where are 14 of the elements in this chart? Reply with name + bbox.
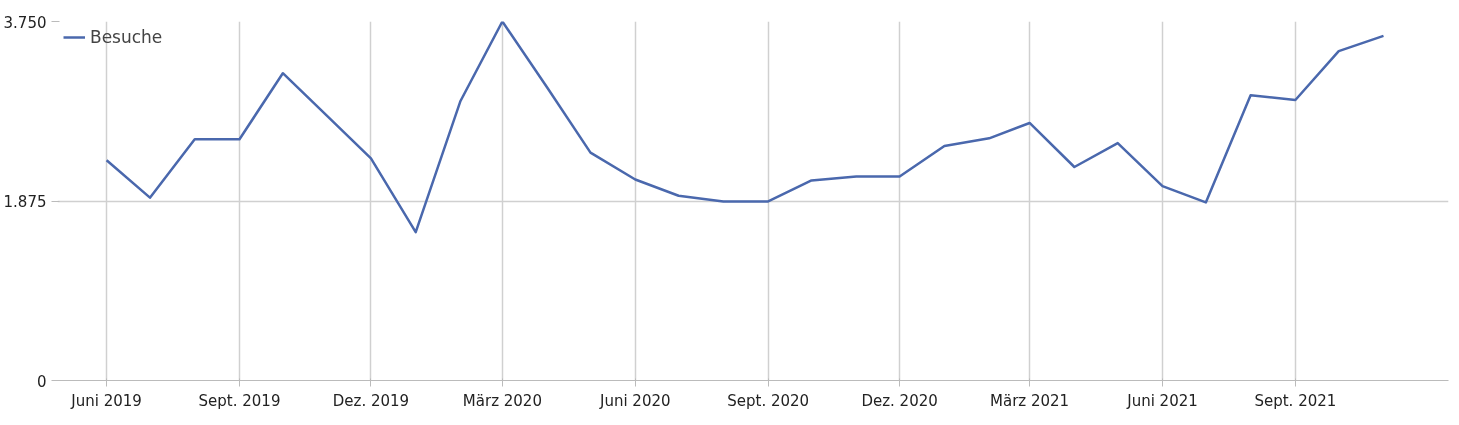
x-tick-label: Dez. 2020 bbox=[861, 391, 938, 410]
x-tick-label: März 2021 bbox=[990, 391, 1070, 410]
y-tick-label: 1.875 bbox=[3, 193, 47, 211]
y-tick-label: 3.750 bbox=[3, 13, 47, 32]
x-tick-label: Sept. 2020 bbox=[727, 391, 810, 410]
x-tick-label: Sept. 2021 bbox=[1254, 391, 1337, 410]
y-tick-label: 0 bbox=[36, 372, 47, 391]
x-tick-label: Juni 2019 bbox=[70, 391, 142, 410]
legend-label: Besuche bbox=[90, 27, 163, 47]
x-tick-label: Dez. 2019 bbox=[332, 391, 410, 410]
x-tick-label: Juni 2020 bbox=[599, 391, 671, 410]
x-tick-label: Juni 2021 bbox=[1126, 391, 1198, 410]
x-tick-label: März 2020 bbox=[462, 391, 542, 410]
x-tick-label: Sept. 2019 bbox=[198, 391, 281, 410]
